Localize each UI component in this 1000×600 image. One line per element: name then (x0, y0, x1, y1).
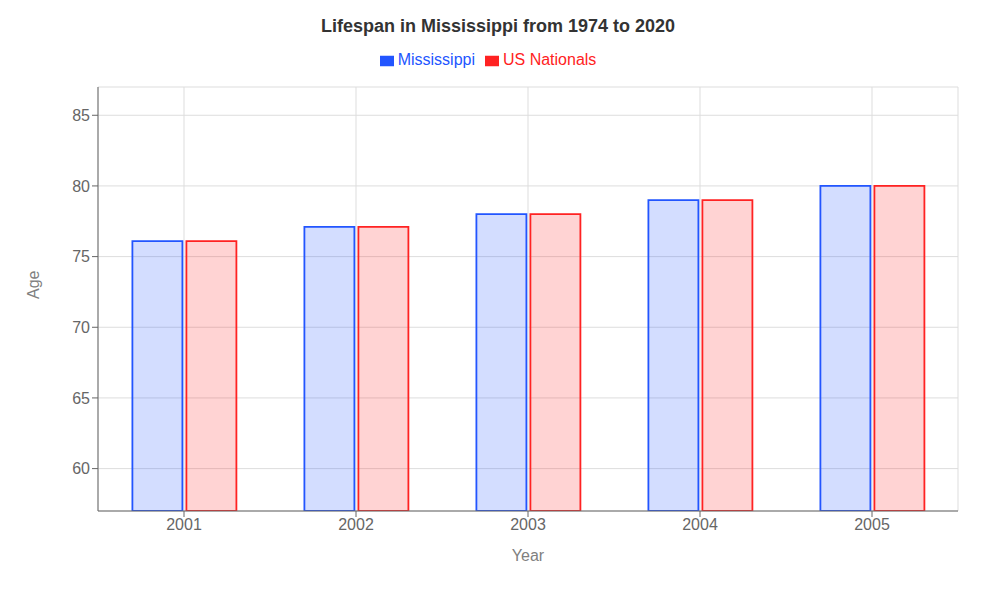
svg-text:2002: 2002 (338, 516, 374, 533)
html-text:Lifespan in Mississippi from 1: Lifespan in Mississippi from 1974 to 202… (320, 16, 676, 36)
svg-text:2001: 2001 (166, 516, 202, 533)
svg-text:85: 85 (72, 107, 90, 124)
svg-text:2003: 2003 (510, 516, 546, 533)
svg-text:Age: Age (25, 270, 42, 299)
html-text:Mississippi: Mississippi (397, 51, 475, 68)
svg-text:75: 75 (72, 248, 90, 265)
svg-text:60: 60 (72, 460, 90, 477)
svg-text:2005: 2005 (854, 516, 890, 533)
svg-text:2004: 2004 (682, 516, 718, 533)
svg-text:70: 70 (72, 319, 90, 336)
svg-text:Year: Year (512, 547, 545, 564)
svg-text:80: 80 (72, 178, 90, 195)
html-text:US Nationals: US Nationals (503, 51, 597, 68)
svg-text:65: 65 (72, 390, 90, 407)
